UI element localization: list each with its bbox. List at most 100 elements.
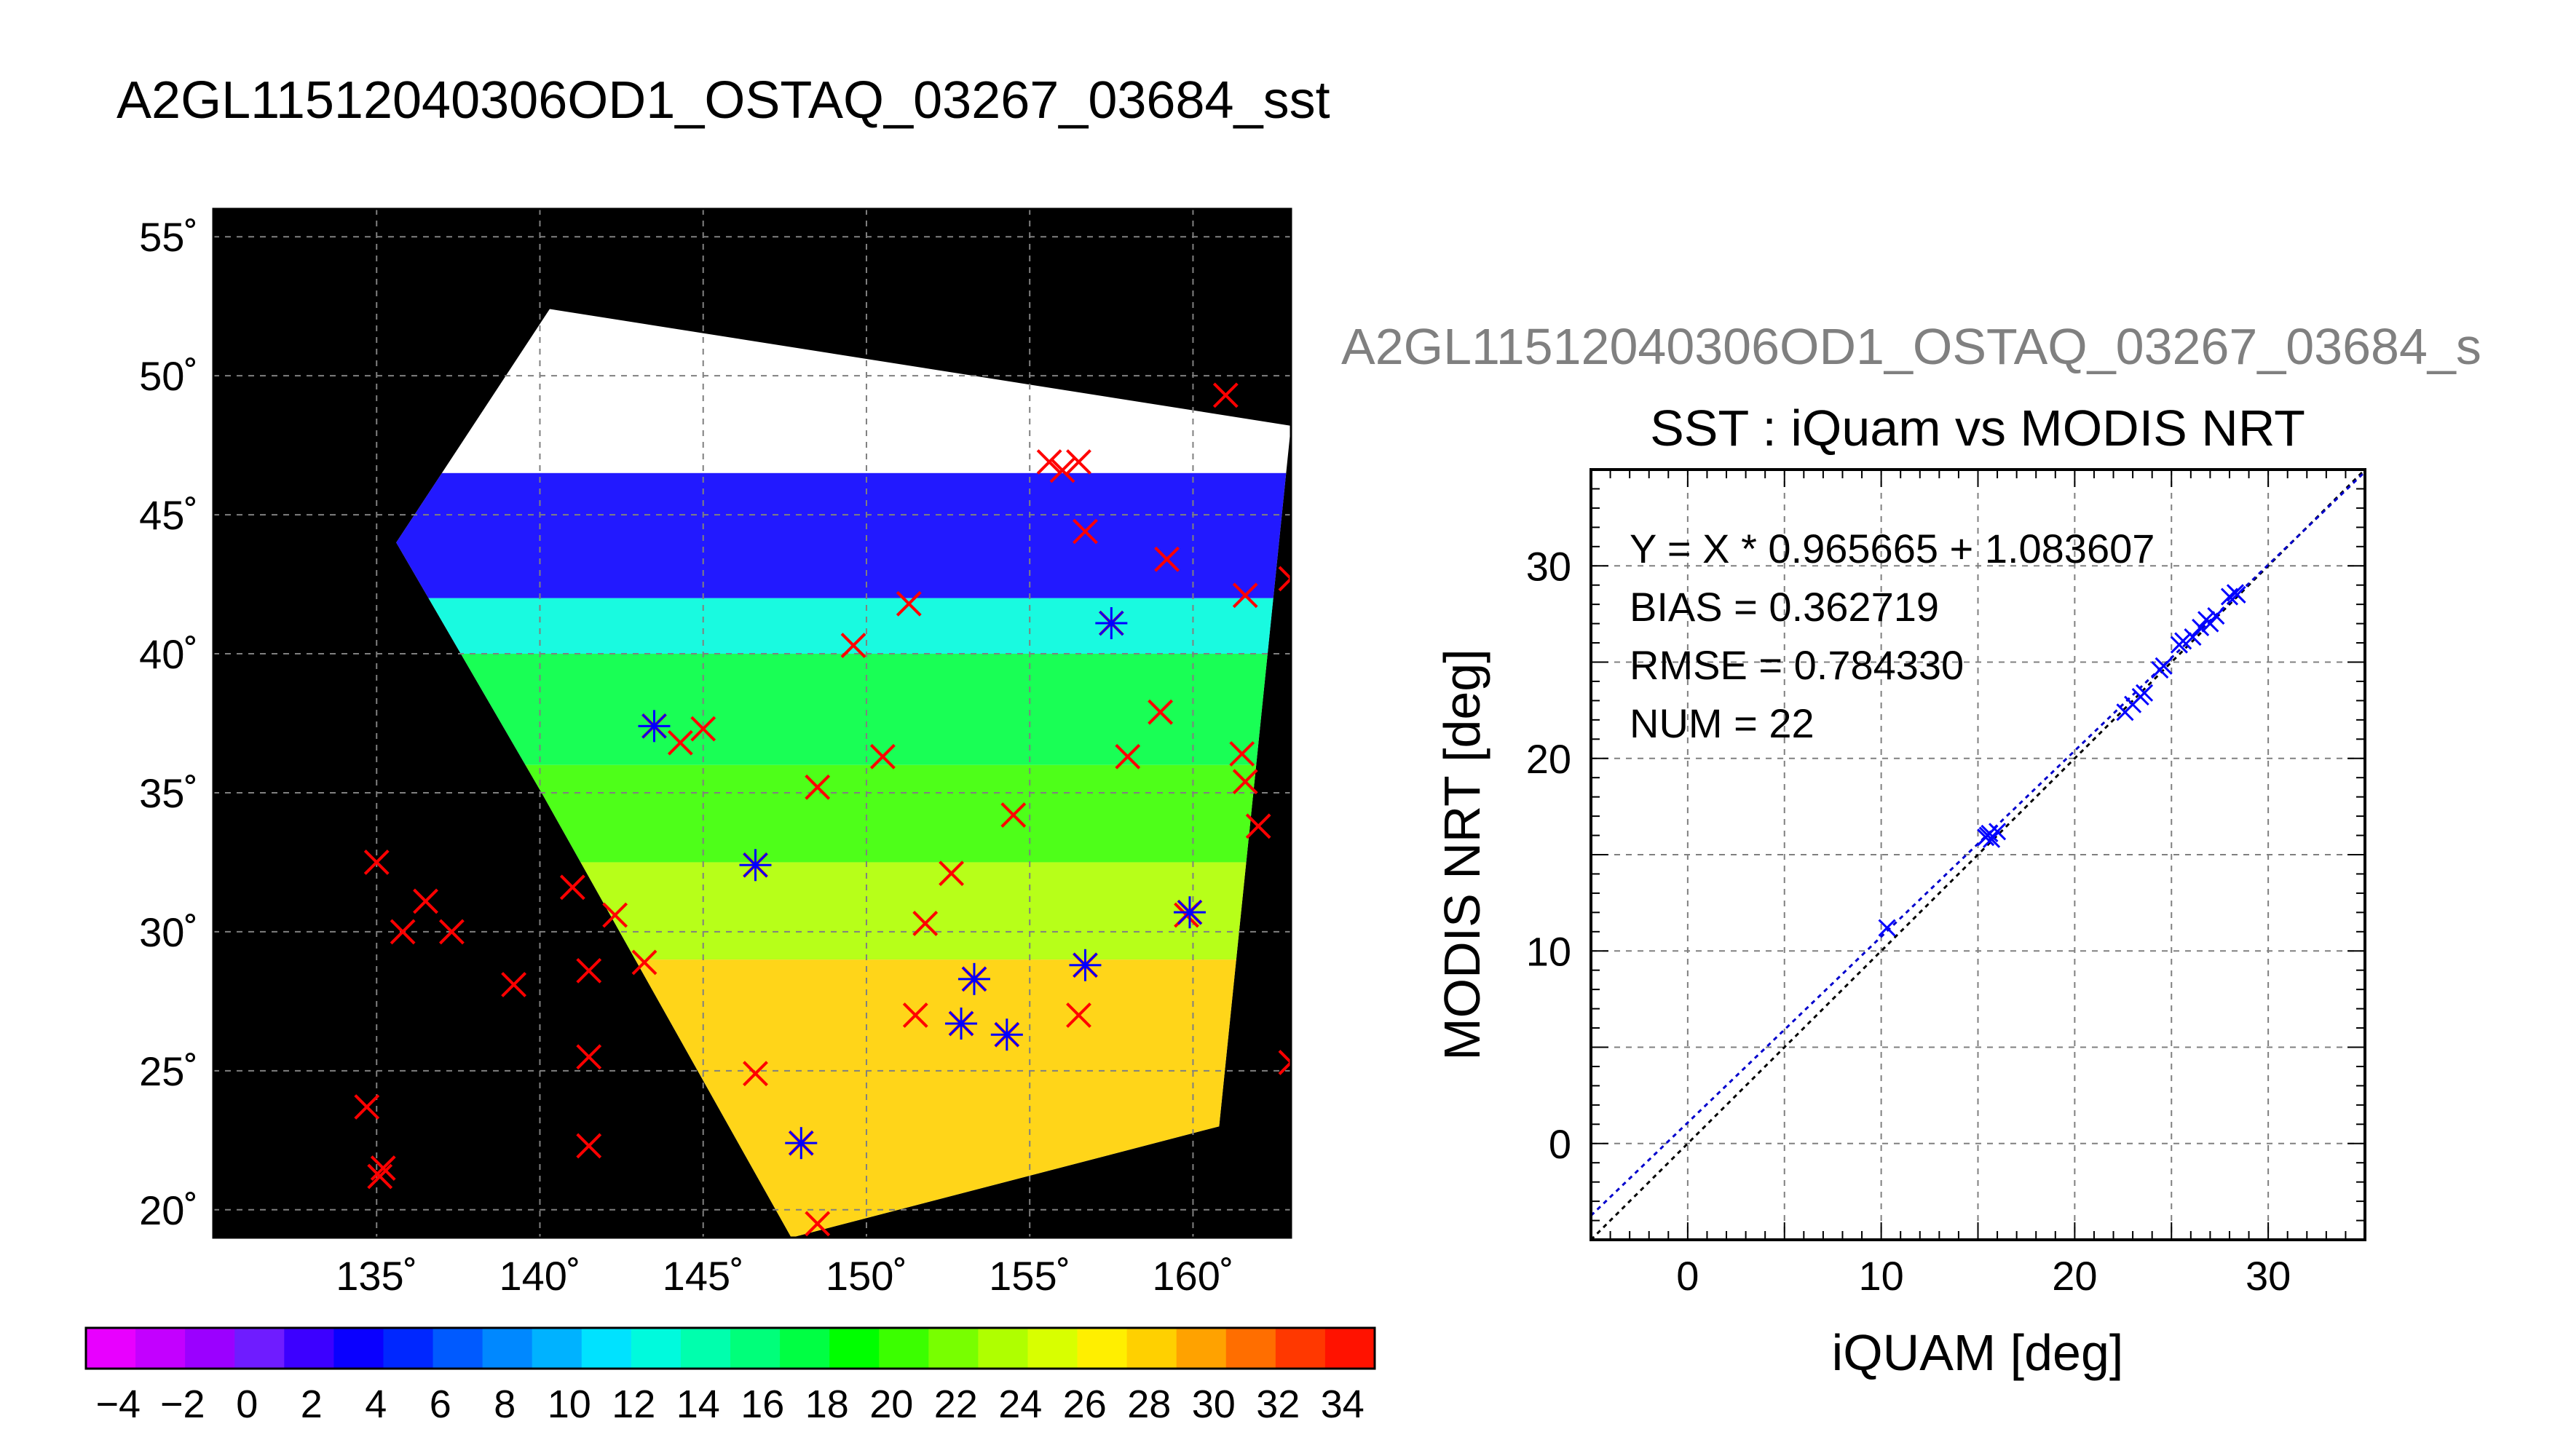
colorbar-tick-label: 28 bbox=[1127, 1382, 1171, 1426]
colorbar-segment bbox=[1027, 1328, 1078, 1369]
sst-band bbox=[396, 472, 1291, 598]
iquam-marker bbox=[367, 1163, 393, 1190]
colorbar-segment bbox=[780, 1328, 830, 1369]
map-y-tick-label: 35˚ bbox=[139, 770, 198, 816]
colorbar-tick-label: 8 bbox=[494, 1382, 516, 1426]
colorbar-tick-label: 4 bbox=[365, 1382, 387, 1426]
map-y-tick-label: 20˚ bbox=[139, 1187, 198, 1233]
matchup-marker bbox=[1095, 607, 1128, 640]
iquam-marker bbox=[840, 633, 866, 658]
iquam-marker bbox=[1115, 743, 1141, 769]
iquam-marker bbox=[1232, 769, 1258, 795]
iquam-marker bbox=[690, 716, 716, 742]
iquam-marker bbox=[1278, 566, 1291, 592]
scatter-point bbox=[2192, 618, 2210, 636]
colorbar-segment bbox=[1275, 1328, 1326, 1369]
scatter-subtitle: A2GL11512040306OD1_OSTAQ_03267_03684_s bbox=[1341, 318, 2481, 375]
colorbar-segment bbox=[135, 1328, 186, 1369]
sst-band bbox=[396, 598, 1291, 654]
colorbar-tick-labels: −4 −2 0 2 4 6 8 10 12 14 16 18 20 22 24 26 28 30 32 34 bbox=[95, 1382, 1364, 1426]
map-frame bbox=[212, 207, 1292, 1239]
scatter-minor-ticks bbox=[1590, 469, 2366, 1241]
iquam-marker bbox=[576, 1044, 602, 1070]
colorbar-segment bbox=[1077, 1328, 1128, 1369]
matchup-marker bbox=[1069, 949, 1102, 981]
colorbar-frame bbox=[84, 1326, 1376, 1370]
iquam-marker bbox=[1278, 1049, 1291, 1075]
iquam-marker bbox=[559, 874, 585, 901]
iquam-marker bbox=[354, 1094, 380, 1120]
map-y-tick-label: 30˚ bbox=[139, 909, 198, 955]
colorbar-tick-label: 26 bbox=[1063, 1382, 1107, 1426]
colorbar-segment bbox=[631, 1328, 682, 1369]
iquam-marker bbox=[602, 902, 628, 928]
colorbar-tick-label: 16 bbox=[741, 1382, 784, 1426]
scatter-x-tick-label: 20 bbox=[2052, 1253, 2097, 1299]
colorbar-segment bbox=[928, 1328, 979, 1369]
scatter-point bbox=[2151, 661, 2169, 679]
scatter-points bbox=[1878, 584, 2246, 937]
colorbar-tick-label: 6 bbox=[430, 1382, 451, 1426]
stats-box: Y = X * 0.965665 + 1.083607 BIAS = 0.362… bbox=[1630, 526, 2155, 746]
colorbar-tick-label: 20 bbox=[869, 1382, 913, 1426]
scatter-point bbox=[2228, 585, 2246, 604]
colorbar-segment bbox=[86, 1328, 136, 1369]
iquam-marker bbox=[869, 743, 896, 769]
colorbar-segment bbox=[730, 1328, 781, 1369]
map-x-tick-label: 150˚ bbox=[826, 1253, 907, 1299]
scatter-point bbox=[2201, 614, 2219, 633]
map-y-tick-label: 50˚ bbox=[139, 353, 198, 399]
map-panel: 135˚ 140˚ 145˚ 150˚ 155˚ 160˚ 20˚ 25˚ 30˚ 35˚ 40˚… bbox=[139, 207, 1292, 1299]
iquam-marker bbox=[576, 957, 602, 984]
iquam-marker bbox=[939, 860, 964, 887]
iquam-marker bbox=[1000, 802, 1027, 828]
colorbar-segment bbox=[879, 1328, 929, 1369]
scatter-title: SST : iQuam vs MODIS NRT bbox=[1650, 400, 2305, 456]
map-markers bbox=[354, 382, 1291, 1237]
iquam-marker bbox=[1036, 449, 1062, 475]
iquam-marker bbox=[1154, 546, 1180, 572]
colorbar-segment bbox=[1126, 1328, 1177, 1369]
colorbar-segment bbox=[680, 1328, 731, 1369]
scatter-x-tick-label: 10 bbox=[1858, 1253, 1903, 1299]
iquam-marker bbox=[370, 1155, 396, 1181]
iquam-marker bbox=[902, 1002, 928, 1028]
iquam-marker bbox=[390, 919, 416, 945]
colorbar-tick-label: 10 bbox=[548, 1382, 591, 1426]
iquam-marker bbox=[1049, 457, 1075, 483]
iquam-marker bbox=[1212, 382, 1239, 408]
scatter-y-tick-label: 10 bbox=[1526, 928, 1571, 974]
scatter-y-axis-label: MODIS NRT [deg] bbox=[1434, 649, 1490, 1060]
colorbar-segment bbox=[433, 1328, 483, 1369]
colorbar-segment bbox=[532, 1328, 583, 1369]
map-y-tick-label: 25˚ bbox=[139, 1048, 198, 1094]
iquam-marker bbox=[667, 729, 693, 756]
scatter-y-tick-label: 20 bbox=[1526, 736, 1571, 782]
colorbar-tick-label: 24 bbox=[998, 1382, 1042, 1426]
map-y-tick-label: 55˚ bbox=[139, 214, 198, 260]
colorbar-tick-label: 0 bbox=[236, 1382, 258, 1426]
stat-bias: BIAS = 0.362719 bbox=[1630, 584, 1939, 630]
colorbar-segment bbox=[383, 1328, 434, 1369]
colorbar-tick-label: 32 bbox=[1256, 1382, 1300, 1426]
matchup-marker bbox=[990, 1018, 1023, 1051]
matchup-marker bbox=[945, 1007, 978, 1040]
scatter-point bbox=[2174, 632, 2192, 650]
colorbar-segment bbox=[234, 1328, 285, 1369]
sst-colorbar: −4 −2 0 2 4 6 8 10 12 14 16 18 20 22 24 26 28 30 32 34 bbox=[84, 1326, 1376, 1426]
colorbar-tick-label: −4 bbox=[95, 1382, 141, 1426]
colorbar-segment bbox=[284, 1328, 334, 1369]
map-x-tick-label: 140˚ bbox=[499, 1253, 580, 1299]
iquam-marker bbox=[438, 919, 465, 945]
scatter-x-tick-label: 0 bbox=[1676, 1253, 1699, 1299]
scatter-point bbox=[1878, 919, 1896, 937]
iquam-marker bbox=[1245, 813, 1271, 839]
iquam-marker bbox=[631, 949, 657, 976]
colorbar-segments bbox=[86, 1328, 1375, 1369]
map-x-tick-label: 155˚ bbox=[989, 1253, 1070, 1299]
map-x-tick-labels: 135˚ 140˚ 145˚ 150˚ 155˚ 160˚ bbox=[336, 1253, 1233, 1299]
identity-line bbox=[1591, 470, 2365, 1240]
iquam-marker bbox=[805, 1211, 831, 1237]
colorbar-segment bbox=[829, 1328, 880, 1369]
colorbar-tick-label: 30 bbox=[1192, 1382, 1236, 1426]
